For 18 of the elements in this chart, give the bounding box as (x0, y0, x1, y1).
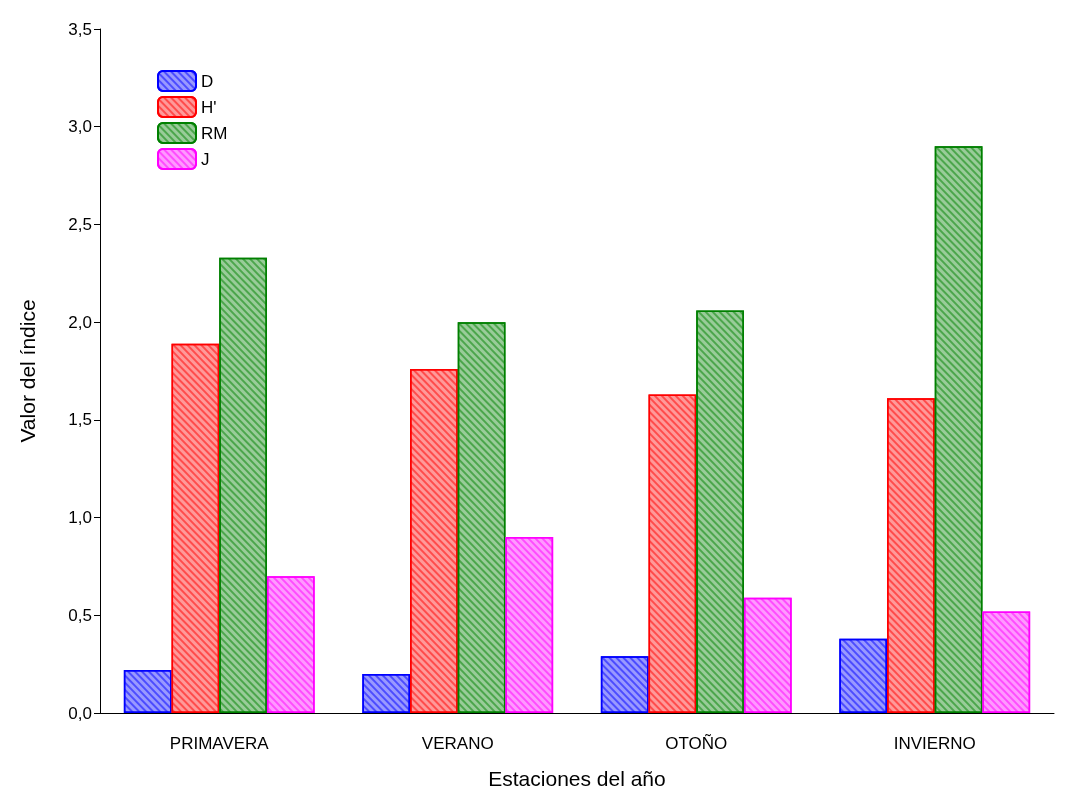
y-tick-label: 3,0 (68, 117, 92, 137)
y-axis-title: Valor del índice (16, 299, 39, 443)
y-tick-label: 1,5 (68, 410, 92, 430)
x-axis-title: Estaciones del año (488, 767, 666, 790)
y-tick-label: 3,5 (68, 19, 92, 39)
y-tick-label: 1,0 (68, 508, 92, 528)
y-tick-label: 0,0 (68, 703, 92, 723)
legend-label: D (201, 71, 214, 91)
legend-label: J (201, 149, 210, 169)
x-tick-label: VERANO (421, 734, 494, 753)
x-tick-label: INVIERNO (893, 734, 976, 753)
x-tick-label: PRIMAVERA (169, 734, 270, 753)
x-tick-label: OTOÑO (665, 734, 728, 753)
legend-label: RM (201, 123, 228, 143)
y-tick-label: 2,5 (68, 214, 92, 234)
legend-label: H' (201, 97, 217, 117)
y-tick-label: 2,0 (68, 312, 92, 332)
y-tick-label: 0,5 (68, 605, 92, 625)
